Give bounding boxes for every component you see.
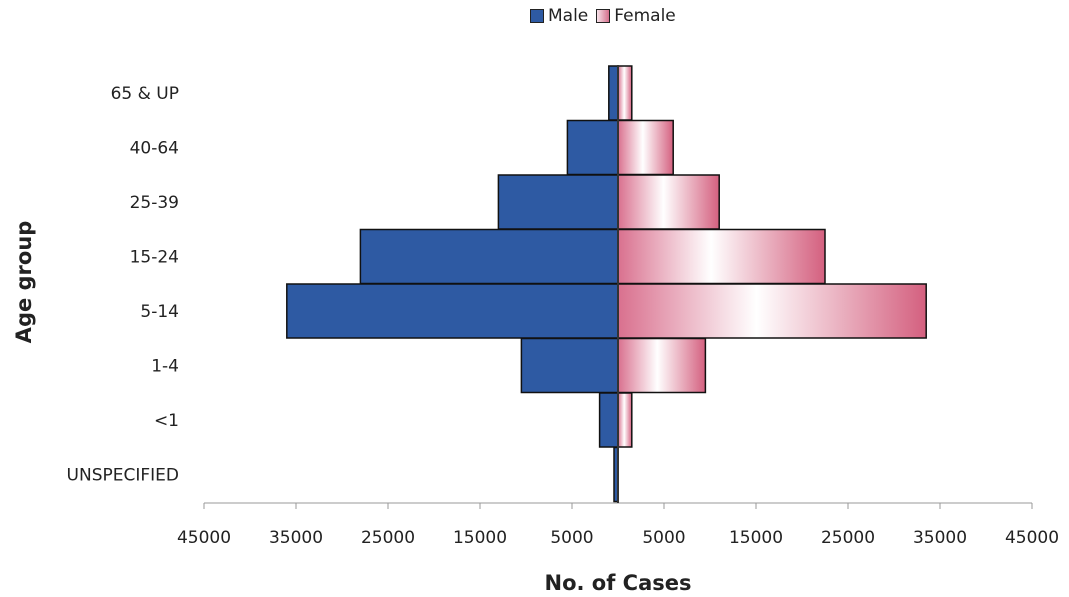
y-tick-label: 1-4 <box>151 357 179 377</box>
legend-swatch-female <box>596 9 611 23</box>
y-tick-label: <1 <box>154 411 179 431</box>
y-tick-label: 15-24 <box>130 248 179 268</box>
bar-female <box>617 283 927 339</box>
legend-label-female: Female <box>614 6 676 26</box>
x-tick-label: 5000 <box>642 528 685 548</box>
bar-male <box>359 228 619 285</box>
x-tick-label: 45000 <box>177 528 231 548</box>
bar-male <box>598 392 619 448</box>
x-tick-label: 45000 <box>1005 528 1059 548</box>
y-tick-label: 5-14 <box>140 302 179 322</box>
bar-male <box>566 119 619 176</box>
y-tick-label: 65 & UP <box>111 84 179 104</box>
legend-item-female: Female <box>596 6 676 26</box>
x-tick-label: 15000 <box>729 528 783 548</box>
x-tick-label: 15000 <box>453 528 507 548</box>
legend: Male Female <box>530 6 676 26</box>
x-axis-title: No. of Cases <box>545 571 692 595</box>
legend-swatch-male <box>530 9 544 23</box>
x-tick-label: 5000 <box>550 528 593 548</box>
bar-female <box>617 119 674 176</box>
bars-layer <box>286 65 927 503</box>
bar-male <box>608 65 619 121</box>
bar-female <box>617 228 826 285</box>
bar-male <box>520 337 619 394</box>
y-tick-label: UNSPECIFIED <box>67 466 179 486</box>
legend-item-male: Male <box>530 6 588 26</box>
x-tick-label: 25000 <box>821 528 875 548</box>
bar-male <box>286 283 619 339</box>
x-tick-label: 35000 <box>913 528 967 548</box>
bar-female <box>617 337 707 394</box>
legend-label-male: Male <box>548 6 589 26</box>
y-axis-title: Age group <box>12 221 36 344</box>
x-tick-label: 25000 <box>361 528 415 548</box>
y-tick-label: 40-64 <box>130 139 179 159</box>
x-tick-label: 35000 <box>269 528 323 548</box>
bar-female <box>617 174 720 230</box>
bar-male <box>497 174 619 230</box>
axes-layer: 65 & UP 40-64 25-39 15-24 5-14 1-4 <1 UNSPECIFI… <box>67 66 1059 548</box>
bar-female <box>617 392 633 448</box>
y-tick-label: 25-39 <box>130 193 179 213</box>
bar-female <box>617 65 633 121</box>
